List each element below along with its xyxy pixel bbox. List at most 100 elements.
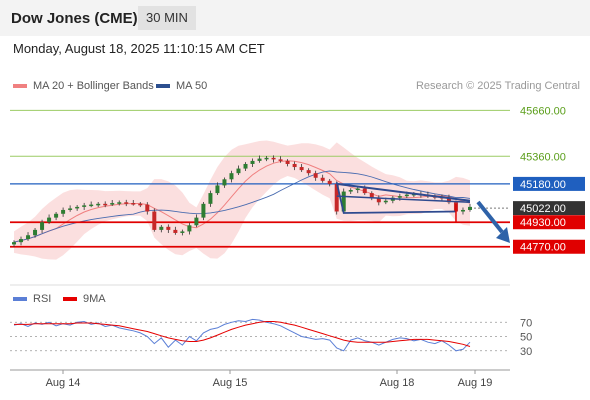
candle-body [180, 231, 185, 233]
candle-body [54, 213, 59, 218]
candle-body [194, 217, 199, 226]
candle-body [327, 180, 332, 184]
legend-rsi: RSI [13, 293, 51, 305]
legend-ma50: MA 50 [156, 80, 207, 92]
candle-body [313, 173, 318, 178]
header-bar: Dow Jones (CME) 30 MIN [0, 0, 590, 36]
level-label-5: 44770.00 [520, 242, 566, 254]
legend-bollinger: MA 20 + Bollinger Bands [13, 80, 154, 92]
candle-body [124, 202, 129, 204]
candle-body [47, 217, 52, 223]
candle-body [397, 196, 402, 198]
trendline-mid [336, 195, 471, 204]
candle-body [26, 235, 31, 240]
trendline-upper [336, 182, 471, 202]
forecast-arrow-head [496, 227, 510, 243]
candle-body [306, 170, 311, 174]
candle-body [229, 173, 234, 180]
last-price-tag [513, 201, 585, 216]
candle-body [33, 229, 38, 236]
ma20-line [13, 160, 471, 243]
resistance-label-1: 45360.00 [520, 151, 566, 163]
support-bracket [335, 182, 456, 214]
candle-body [201, 203, 206, 218]
rsi-swatch [13, 297, 27, 301]
candle-body [278, 159, 283, 161]
rsi-tick-30: 30 [520, 346, 532, 358]
candle-body [138, 203, 143, 206]
rsi-tick-50: 50 [520, 332, 532, 344]
candle-body [166, 226, 171, 230]
candle-body [173, 229, 178, 233]
legend-rsi-label: RSI [33, 293, 52, 305]
candle-body [117, 202, 122, 204]
candle-body [159, 226, 164, 230]
candle-body [187, 225, 192, 232]
candle-body [236, 168, 241, 174]
candle-body [264, 157, 269, 160]
candle-body [299, 167, 304, 171]
candle-body [320, 177, 325, 181]
candle-body [96, 203, 101, 206]
rsi-tick-70: 70 [520, 317, 532, 329]
rsi-ma-line [14, 321, 471, 347]
candle-body [383, 200, 388, 203]
candle-body [103, 203, 108, 206]
forecast-arrow-shaft [476, 200, 504, 234]
candle-body [468, 206, 472, 210]
candle-body [89, 204, 94, 207]
candle-body [131, 203, 136, 205]
candle-body [348, 190, 353, 192]
candle-body [145, 204, 150, 212]
candle-body [334, 183, 339, 212]
level-tag-5 [513, 239, 585, 254]
candle-body [75, 206, 80, 209]
candle-body [362, 188, 367, 194]
x-tick-label: Aug 14 [46, 377, 81, 389]
candle-body [110, 203, 115, 205]
candle-body [243, 163, 248, 169]
credit-text: Research © 2025 Trading Central [415, 80, 580, 92]
candle-body [152, 211, 157, 230]
candle-body [355, 188, 360, 191]
x-tick-label: Aug 15 [213, 377, 248, 389]
candle-body [460, 209, 465, 212]
level-tag-4 [513, 215, 585, 230]
candle-body [12, 242, 16, 245]
candle-body [82, 205, 87, 207]
candle-body [208, 193, 213, 204]
legend-rsi-ma-label: 9MA [83, 293, 106, 305]
x-tick-label: Aug 19 [458, 377, 493, 389]
level-label-4: 44930.00 [520, 217, 566, 229]
timestamp: Monday, August 18, 2025 11:10:15 AM CET [13, 41, 265, 56]
candle-body [369, 193, 374, 198]
candle-body [40, 222, 45, 230]
candle-body [376, 197, 381, 203]
level-tag-2 [513, 176, 585, 191]
candle-body [285, 160, 290, 164]
bollinger-swatch [13, 84, 27, 88]
candle-body [19, 239, 24, 243]
candle-body [271, 157, 276, 160]
timeframe-button[interactable]: 30 MIN [138, 6, 196, 30]
rsi-ma-swatch [63, 297, 77, 301]
candle-body [404, 194, 409, 197]
candle-body [446, 197, 451, 203]
rsi-line [13, 318, 471, 352]
candle-body [68, 208, 73, 210]
candle-body [215, 185, 220, 194]
instrument-title: Dow Jones (CME) [11, 10, 138, 27]
bollinger-band [14, 140, 470, 260]
ma50-swatch [156, 84, 170, 88]
candle-body [222, 179, 227, 186]
level-label-2: 45180.00 [520, 179, 566, 191]
candle-body [61, 209, 66, 214]
resistance-label-0: 45660.00 [520, 105, 566, 117]
legend-bollinger-label: MA 20 + Bollinger Bands [33, 80, 154, 92]
legend-ma50-label: MA 50 [176, 80, 208, 92]
candle-body [257, 158, 262, 161]
legend-rsi-ma: 9MA [63, 293, 106, 305]
candle-body [341, 191, 346, 212]
candle-body [250, 160, 255, 164]
